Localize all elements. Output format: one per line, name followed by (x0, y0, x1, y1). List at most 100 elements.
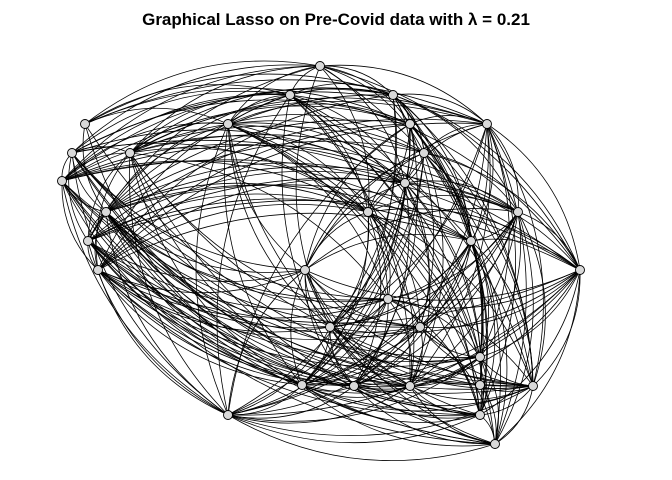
graph-edge (61, 180, 229, 416)
graph-edge (404, 182, 581, 271)
graph-edge (97, 203, 369, 271)
graph-edge (423, 123, 488, 154)
graph-node (223, 119, 233, 129)
graph-edge (304, 123, 411, 271)
graph-node (528, 381, 538, 391)
graph-edge (289, 94, 534, 387)
graph-edge (301, 211, 519, 386)
graph-edge (329, 326, 355, 387)
graph-edge (353, 123, 418, 387)
graph-edge (87, 170, 406, 242)
graph-edge (227, 123, 481, 386)
graph-edge (227, 182, 406, 416)
graph-edge (227, 385, 534, 436)
graph-edge (227, 114, 425, 154)
graph-node (415, 322, 425, 332)
graph-node (405, 119, 415, 129)
graph-edge (105, 140, 425, 213)
graph-edge (479, 356, 534, 387)
graph-node (67, 148, 77, 158)
graph-edge (227, 103, 411, 125)
graph-edge (329, 326, 481, 416)
graph-node (363, 207, 373, 217)
graph-node (315, 61, 325, 71)
graph-edge (97, 269, 411, 388)
graph-node (575, 265, 585, 275)
graph-edge (301, 240, 472, 386)
graph-edge (423, 152, 519, 213)
graph-edge (61, 143, 406, 184)
graph-edge (84, 79, 488, 125)
graph-edge (419, 240, 472, 328)
graph-edge (409, 269, 581, 387)
graph-edge (227, 123, 306, 271)
graph-edge (301, 182, 406, 386)
graph-edge (61, 180, 389, 301)
graph-edge (301, 384, 481, 423)
graph-node (388, 90, 398, 100)
graph-edge (227, 326, 331, 416)
graph-edge (353, 385, 496, 445)
graph-edge (71, 152, 389, 300)
graph-edge (71, 91, 488, 154)
graph-edge (105, 211, 389, 303)
graph-edge (387, 298, 481, 358)
graph-edge (61, 180, 421, 328)
graph-node (297, 380, 307, 390)
graph-node (475, 380, 485, 390)
graph-edge (227, 269, 581, 416)
graph-edge (195, 123, 229, 416)
graph-edge (61, 180, 99, 271)
graph-edge (87, 152, 131, 242)
graph-edge (289, 94, 481, 358)
graph-edge (82, 123, 107, 213)
graph-node (466, 236, 476, 246)
graph-edge (423, 152, 484, 358)
graph-edge (387, 298, 534, 387)
graph-node (93, 265, 103, 275)
graph-edge (129, 152, 303, 386)
graph-edge (470, 240, 508, 445)
graph-edge (479, 123, 510, 358)
graph-edge (97, 269, 481, 417)
graph-edge (353, 123, 488, 387)
graph-edge (329, 123, 488, 328)
graph-edge (479, 269, 581, 358)
graph-edge (387, 269, 581, 309)
graph-edge (97, 212, 472, 271)
graph-edge (97, 269, 229, 416)
graph-edge (479, 384, 497, 445)
graph-edge (486, 123, 527, 445)
graph-edge (97, 122, 488, 271)
graph-edge (319, 65, 581, 271)
graph-edge (61, 101, 488, 182)
graph-edge (105, 211, 306, 273)
graph-edge (419, 326, 534, 387)
graph-edge (494, 385, 534, 445)
graph-edge (329, 326, 496, 445)
graph-edge (227, 414, 496, 461)
graph-edge (94, 211, 107, 271)
graph-edge (419, 211, 519, 328)
graph-edge (301, 384, 496, 447)
graph-node (223, 410, 233, 420)
graph-title: Graphical Lasso on Pre-Covid data with λ… (142, 10, 530, 29)
graph-edge (387, 298, 413, 387)
graph-node (325, 322, 335, 332)
graph-edge (105, 166, 519, 213)
graph-edge (87, 240, 306, 282)
graph-node (490, 439, 500, 449)
graph-edge (84, 73, 394, 125)
graph-edge (97, 269, 355, 387)
graph-edge (87, 240, 481, 416)
graph-node (475, 352, 485, 362)
graph-edge (367, 211, 481, 358)
graph-edge (304, 269, 389, 300)
graph-edge (97, 123, 411, 271)
graph-edge (87, 198, 472, 242)
graph-edge (227, 123, 331, 328)
graph-node (57, 176, 67, 186)
graph-node (83, 236, 93, 246)
graph-edge (84, 87, 411, 125)
graph-edge (392, 93, 488, 125)
